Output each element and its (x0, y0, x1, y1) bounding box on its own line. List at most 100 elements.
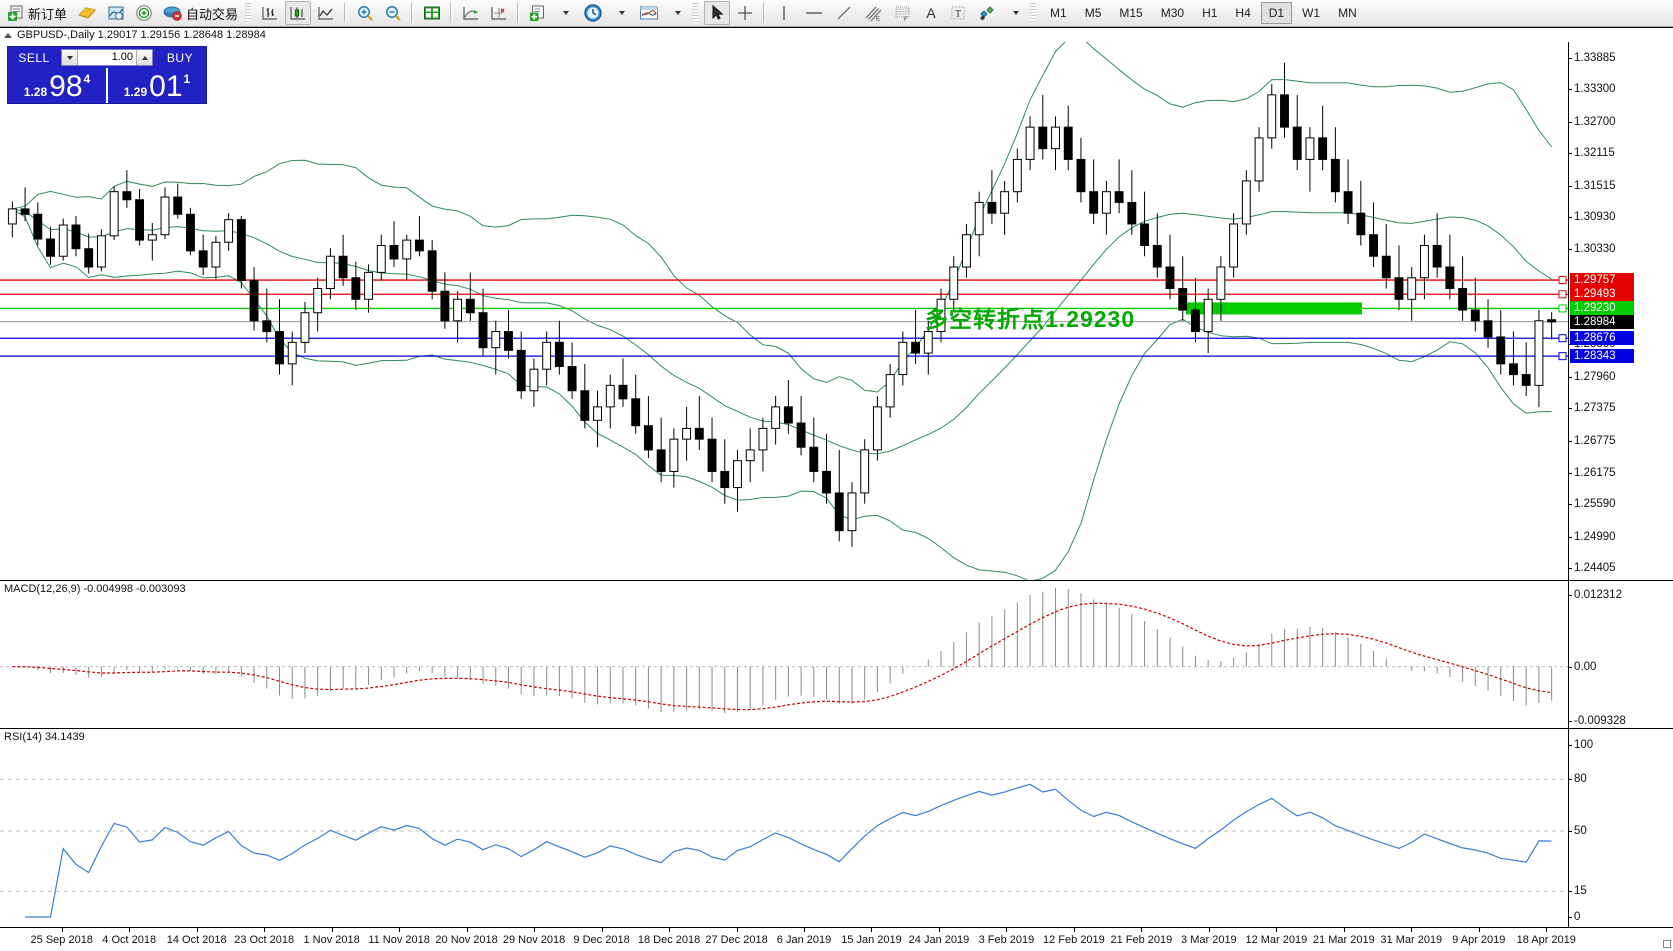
macd-scale[interactable]: 0.012312 0.00 -0.009328 (1568, 581, 1673, 728)
line-chart-button[interactable] (313, 1, 339, 25)
current-price-label[interactable]: 1.28984 (1570, 314, 1634, 329)
collapse-triangle-icon[interactable] (4, 32, 12, 38)
timeframe-m1[interactable]: M1 (1050, 6, 1067, 20)
auto-trading-icon (163, 6, 182, 21)
toolbar-grip[interactable] (245, 3, 252, 23)
label-button[interactable]: T (945, 1, 971, 25)
sell-price[interactable]: 1.28 98 4 (8, 68, 106, 103)
data-window-icon (424, 6, 441, 20)
timeframe-m5[interactable]: M5 (1084, 6, 1102, 20)
line-chart-icon (318, 7, 334, 20)
data-window-button[interactable] (419, 1, 445, 25)
date-label: 3 Mar 2019 (1181, 934, 1237, 946)
level-label-support[interactable]: 1.28343 (1570, 349, 1634, 364)
templates-dropdown[interactable] (665, 1, 689, 25)
symbol-info-text: GBPUSD-,Daily 1.29017 1.29156 1.28648 1.… (17, 29, 266, 41)
date-axis[interactable]: 25 Sep 2018 4 Oct 2018 14 Oct 2018 23 Oct 2… (0, 927, 1673, 951)
chevron-up-icon (141, 55, 148, 60)
level-label-resistance[interactable]: 1.29757 (1570, 273, 1634, 288)
sell-price-main: 98 (49, 70, 83, 103)
date-label: 24 Jan 2019 (908, 934, 970, 946)
cursor-button[interactable] (704, 1, 731, 25)
vertical-line-button[interactable] (771, 1, 797, 25)
horizontal-line-button[interactable] (799, 1, 829, 25)
date-tick (129, 928, 131, 932)
buy-price-prefix: 1.29 (123, 85, 148, 99)
date-label: 9 Apr 2019 (1452, 934, 1506, 946)
level-label-resistance[interactable]: 1.29493 (1570, 287, 1634, 302)
equidistant-icon: E (865, 6, 882, 22)
timeframe-h4[interactable]: H4 (1235, 6, 1251, 20)
price-tick: 1.24405 (1569, 562, 1616, 574)
new-window-dropdown[interactable] (553, 1, 577, 25)
timeframe-d1[interactable]: D1 (1260, 2, 1293, 24)
oct-prices: 1.28 98 4 1.29 01 1 (8, 68, 206, 103)
macd-pane[interactable]: MACD(12,26,9) -0.004998 -0.003093 0.0123… (0, 580, 1673, 728)
price-scale[interactable]: 1.33885 1.33300 1.32700 1.32115 1.31515 1.309… (1568, 42, 1673, 580)
price-pane[interactable]: 1.33885 1.33300 1.32700 1.32115 1.31515 1.309… (0, 42, 1673, 580)
date-label: 12 Feb 2019 (1043, 934, 1105, 946)
period-button[interactable] (579, 1, 607, 25)
timeframe-mn[interactable]: MN (1338, 6, 1357, 20)
profile-button[interactable] (73, 1, 101, 25)
shapes-dropdown[interactable] (1003, 1, 1027, 25)
toolbar-grip-3[interactable] (1030, 3, 1037, 23)
rsi-pane[interactable]: RSI(14) 34.1439 100 80 50 15 0 (0, 728, 1673, 928)
price-tick: 1.26775 (1569, 434, 1616, 447)
shapes-button[interactable] (973, 1, 1001, 25)
indicators-button[interactable] (458, 1, 484, 25)
toolbar-separator (344, 3, 348, 23)
buy-price[interactable]: 1.29 01 1 (106, 68, 206, 103)
timeframe-m30[interactable]: M30 (1160, 6, 1185, 20)
date-label: 15 Jan 2019 (841, 934, 902, 946)
zoom-in-button[interactable] (352, 1, 378, 25)
toolbar-grip-2[interactable] (692, 3, 699, 23)
date-label: 21 Mar 2019 (1312, 934, 1375, 946)
sell-button[interactable]: SELL (18, 50, 50, 65)
chevron-down-icon (563, 11, 570, 15)
new-order-button[interactable]: 新订单 (3, 1, 71, 25)
one-click-trading-panel[interactable]: SELL 1.00 BUY 1.28 98 4 1.29 01 1 (7, 46, 207, 104)
fibonacci-button[interactable]: F (889, 1, 917, 25)
sell-price-prefix: 1.28 (23, 85, 48, 99)
timeframe-h1[interactable]: H1 (1202, 6, 1218, 20)
level-label-support[interactable]: 1.28676 (1570, 331, 1634, 346)
toolbar-separator-4 (517, 3, 521, 23)
text-button[interactable]: A (919, 1, 943, 25)
buy-price-pipette: 1 (183, 72, 191, 86)
date-label: 31 Mar 2019 (1380, 934, 1443, 946)
new-order-icon (8, 5, 23, 21)
market-button[interactable] (131, 1, 157, 25)
date-tick (1141, 928, 1143, 932)
equidistant-channel-button[interactable]: E (859, 1, 887, 25)
buy-button[interactable]: BUY (166, 50, 194, 65)
templates-button[interactable] (635, 1, 663, 25)
price-tick: 1.31515 (1569, 179, 1616, 192)
period-dropdown[interactable] (609, 1, 633, 25)
crosshair-grid-button[interactable] (486, 1, 512, 25)
volume-stepper[interactable]: 1.00 (61, 49, 153, 66)
symbol-info-bar: GBPUSD-,Daily 1.29017 1.29156 1.28648 1.… (0, 28, 1673, 42)
resize-handle[interactable] (1663, 940, 1671, 948)
bar-chart-button[interactable] (257, 1, 283, 25)
candle-chart-button[interactable] (285, 1, 312, 25)
level-label-pivot[interactable]: 1.29230 (1570, 301, 1634, 316)
auto-trading-button[interactable]: 自动交易 (159, 1, 242, 25)
date-tick (1276, 928, 1278, 932)
chart-window[interactable]: GBPUSD-,Daily 1.29017 1.29156 1.28648 1.… (0, 27, 1673, 951)
volume-decrease-button[interactable] (62, 50, 78, 65)
volume-input[interactable]: 1.00 (111, 51, 133, 63)
rsi-scale[interactable]: 100 80 50 15 0 (1568, 729, 1673, 928)
buy-price-main: 01 (149, 70, 183, 103)
date-label: 3 Feb 2019 (978, 934, 1035, 946)
timeframe-w1[interactable]: W1 (1302, 6, 1321, 20)
date-tick (1546, 928, 1548, 932)
date-tick (601, 928, 603, 932)
crosshair-button[interactable] (732, 1, 758, 25)
trendline-button[interactable] (831, 1, 857, 25)
zoom-out-button[interactable] (380, 1, 406, 25)
volume-increase-button[interactable] (136, 50, 152, 65)
signals-button[interactable] (103, 1, 129, 25)
new-window-button[interactable] (525, 1, 551, 25)
timeframe-m15[interactable]: M15 (1119, 6, 1143, 20)
